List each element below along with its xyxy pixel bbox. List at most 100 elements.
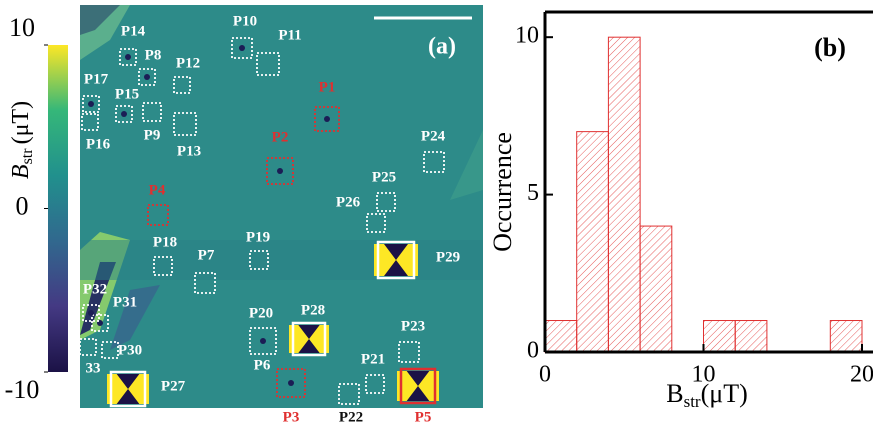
site-box: [138, 68, 156, 86]
site-box: [109, 370, 147, 408]
bar: [576, 131, 609, 353]
site-label: P17: [84, 71, 109, 87]
dipole: [125, 54, 131, 60]
site-label: P9: [144, 127, 161, 143]
colorbar: [48, 45, 68, 372]
site-box: [338, 383, 360, 405]
site-label: P28: [301, 302, 325, 318]
site-label: P15: [115, 86, 139, 102]
site-label: P1: [319, 79, 336, 95]
site-box: [119, 48, 137, 66]
site-label: P25: [372, 169, 396, 185]
site-label: P18: [153, 234, 177, 250]
site-box: [423, 151, 445, 173]
site-label: P26: [336, 194, 361, 210]
site-label: P31: [113, 294, 137, 310]
site-box: [249, 250, 269, 270]
site-box: [266, 157, 294, 185]
site-box: [314, 106, 340, 132]
site-label: P3: [283, 409, 300, 425]
site-label: P23: [401, 318, 425, 334]
dipole: [88, 310, 94, 316]
site-label: P6: [254, 357, 271, 373]
dipole: [324, 116, 330, 122]
site-box: [194, 272, 216, 294]
bar: [829, 320, 863, 353]
site-label: P29: [436, 249, 460, 265]
panel-label: (a): [428, 34, 456, 60]
site-label: P10: [233, 13, 257, 29]
x-tick-label: 20: [850, 362, 873, 388]
site-box: [366, 213, 386, 233]
site-box: [147, 204, 169, 226]
site-label: P32: [83, 281, 107, 297]
site-label: P13: [177, 143, 201, 159]
site-box: [115, 105, 133, 123]
site-box: [91, 314, 109, 332]
bar: [544, 320, 578, 353]
colorbar-label: Bstr(μT): [8, 101, 36, 179]
dipole: [88, 101, 94, 107]
bar: [703, 320, 736, 353]
dipole-core: [116, 374, 140, 404]
colorbar-tick-label: -10: [5, 375, 40, 404]
dipole: [144, 74, 150, 80]
site-box: [365, 374, 385, 394]
site-box: [173, 76, 191, 94]
site-box: [231, 37, 253, 59]
site-label: P8: [145, 47, 162, 63]
site-label: P7: [198, 247, 215, 263]
site-box: [376, 192, 396, 212]
y-tick-label: 5: [527, 180, 539, 206]
colorbar-tick-label: 0: [16, 191, 29, 220]
site-label: P20: [249, 305, 273, 321]
colorbar-tick-label: 10: [9, 13, 35, 42]
site-label: P16: [86, 136, 111, 152]
y-tick-label: 0: [527, 338, 539, 364]
site-label: P19: [246, 229, 270, 245]
site-box: [79, 338, 97, 356]
site-label: 33: [86, 360, 101, 376]
site-box: [81, 113, 99, 131]
site-label: P11: [278, 27, 301, 43]
dipole: [277, 168, 283, 174]
dipole-core: [384, 244, 408, 276]
site-box: [101, 341, 119, 359]
site-box: [173, 112, 197, 136]
dipole-core: [298, 325, 320, 353]
site-box: [276, 368, 306, 398]
dipole: [260, 338, 266, 344]
site-label: P27: [161, 378, 186, 394]
dipole: [288, 380, 294, 386]
site-box: [399, 367, 437, 405]
site-label: P12: [176, 55, 200, 71]
y-tick-label: 10: [515, 23, 539, 49]
site-box: [82, 95, 100, 113]
dipole-core: [406, 371, 430, 401]
site-label: P21: [361, 351, 385, 367]
site-box: [398, 341, 420, 363]
site-box: [291, 321, 327, 357]
site-label: P4: [149, 182, 166, 198]
site-box: [249, 327, 277, 355]
bar: [734, 320, 768, 353]
bar: [639, 225, 673, 353]
site-label: P2: [272, 129, 289, 145]
site-label: P22: [339, 409, 363, 425]
site-box: [142, 102, 162, 122]
x-tick-label: 10: [692, 362, 716, 388]
y-axis-label: Occurrence: [488, 132, 517, 252]
x-tick-label: 0: [539, 362, 551, 388]
dipole: [239, 45, 245, 51]
site-label: P24: [421, 128, 446, 144]
site-label: P5: [415, 409, 432, 425]
dipole: [121, 111, 127, 117]
site-label: P14: [121, 23, 146, 39]
bar: [607, 36, 641, 353]
site-box: [153, 256, 173, 276]
site-box: [256, 52, 280, 76]
site-label: P30: [118, 342, 142, 358]
x-axis-label: Bstr(μT): [666, 379, 747, 411]
panel-label: (b): [814, 33, 846, 62]
